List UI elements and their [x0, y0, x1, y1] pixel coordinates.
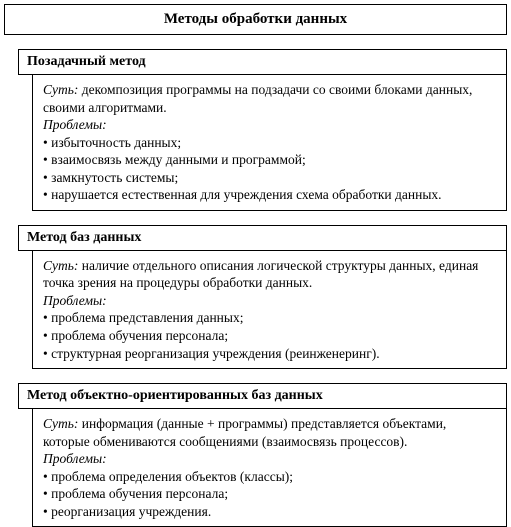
problems-label-1: Проблемы: — [43, 116, 496, 134]
section-title-2: Метод баз данных — [27, 230, 498, 246]
essence-text-1: декомпозиция программы на подзадачи со с… — [43, 82, 472, 115]
problem-item: проблема определения объектов (классы); — [43, 468, 496, 486]
section-title-box-1: Позадачный метод — [18, 49, 507, 75]
problems-list-2: проблема представления данных; проблема … — [43, 309, 496, 362]
problem-item: проблема обучения персонала; — [43, 327, 496, 345]
essence-label-2: Суть: — [43, 258, 78, 273]
section-body-2: Суть: наличие отдельного описания логиче… — [32, 250, 507, 369]
main-title: Методы обработки данных — [9, 11, 502, 28]
section-title-3: Метод объектно-ориентированных баз данны… — [27, 388, 498, 404]
problems-label-2: Проблемы: — [43, 292, 496, 310]
essence-line-3: Суть: информация (данные + программы) пр… — [43, 415, 496, 450]
essence-line-2: Суть: наличие отдельного описания логиче… — [43, 257, 496, 292]
section-body-1: Суть: декомпозиция программы на подзадач… — [32, 74, 507, 211]
essence-line-1: Суть: декомпозиция программы на подзадач… — [43, 81, 496, 116]
section-title-box-2: Метод баз данных — [18, 225, 507, 251]
main-title-box: Методы обработки данных — [4, 4, 507, 35]
essence-label-1: Суть: — [43, 82, 78, 97]
problem-item: замкнутость системы; — [43, 169, 496, 187]
section-body-3: Суть: информация (данные + программы) пр… — [32, 408, 507, 527]
problems-label-3: Проблемы: — [43, 450, 496, 468]
essence-text-3: информация (данные + программы) представ… — [43, 416, 446, 449]
essence-text-2: наличие отдельного описания логической с… — [43, 258, 478, 291]
problem-item: структурная реорганизация учреждения (ре… — [43, 345, 496, 363]
problem-item: избыточность данных; — [43, 134, 496, 152]
problem-item: проблема представления данных; — [43, 309, 496, 327]
problems-list-1: избыточность данных; взаимосвязь между д… — [43, 134, 496, 204]
section-1: Позадачный метод Суть: декомпозиция прог… — [4, 49, 507, 211]
problems-list-3: проблема определения объектов (классы); … — [43, 468, 496, 521]
section-3: Метод объектно-ориентированных баз данны… — [4, 383, 507, 527]
problem-item: взаимосвязь между данными и программой; — [43, 151, 496, 169]
problem-item: реорганизация учреждения. — [43, 503, 496, 521]
problem-item: нарушается естественная для учреждения с… — [43, 186, 496, 204]
problem-item: проблема обучения персонала; — [43, 485, 496, 503]
section-title-box-3: Метод объектно-ориентированных баз данны… — [18, 383, 507, 409]
section-title-1: Позадачный метод — [27, 54, 498, 70]
section-2: Метод баз данных Суть: наличие отдельног… — [4, 225, 507, 369]
essence-label-3: Суть: — [43, 416, 78, 431]
